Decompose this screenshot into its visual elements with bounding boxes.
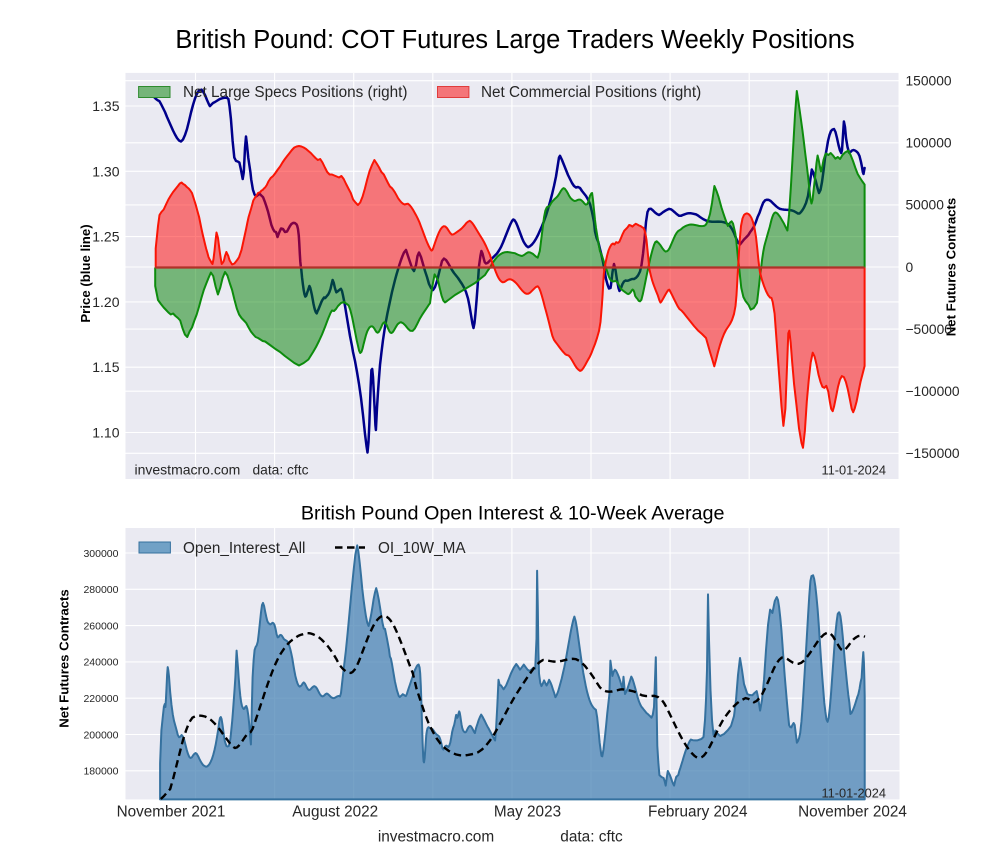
svg-text:1.20: 1.20 xyxy=(92,294,119,310)
svg-text:Net Large Specs Positions (rig: Net Large Specs Positions (right) xyxy=(183,84,407,101)
svg-text:1.10: 1.10 xyxy=(92,425,119,441)
svg-text:1.15: 1.15 xyxy=(92,359,119,375)
svg-text:150000: 150000 xyxy=(906,74,952,89)
svg-text:November 2024: November 2024 xyxy=(798,804,907,821)
svg-text:280000: 280000 xyxy=(83,584,118,596)
svg-text:November 2021: November 2021 xyxy=(117,804,226,821)
svg-text:May 2023: May 2023 xyxy=(494,804,561,821)
svg-text:Net Commercial Positions (righ: Net Commercial Positions (right) xyxy=(481,84,701,101)
svg-text:11-01-2024: 11-01-2024 xyxy=(822,786,887,801)
svg-text:data: cftc: data: cftc xyxy=(253,463,309,478)
svg-text:−150000: −150000 xyxy=(906,446,960,461)
svg-text:1.30: 1.30 xyxy=(92,163,119,179)
svg-text:August 2022: August 2022 xyxy=(292,804,378,821)
svg-text:260000: 260000 xyxy=(83,620,118,632)
svg-text:−100000: −100000 xyxy=(906,384,960,399)
svg-text:0: 0 xyxy=(906,260,914,275)
svg-text:−50000: −50000 xyxy=(906,322,953,337)
svg-text:OI_10W_MA: OI_10W_MA xyxy=(378,540,466,557)
svg-text:investmacro.com: investmacro.com xyxy=(378,829,494,846)
svg-text:50000: 50000 xyxy=(906,198,945,213)
svg-text:British Pound Open Interest &: British Pound Open Interest & 10-Week Av… xyxy=(301,503,725,525)
svg-text:180000: 180000 xyxy=(83,766,118,778)
svg-text:Net Futures Contracts: Net Futures Contracts xyxy=(57,589,72,728)
svg-text:240000: 240000 xyxy=(83,657,118,669)
svg-text:200000: 200000 xyxy=(83,729,118,741)
svg-text:February 2024: February 2024 xyxy=(648,804,748,821)
svg-text:1.25: 1.25 xyxy=(92,229,119,245)
svg-text:11-01-2024: 11-01-2024 xyxy=(822,463,887,478)
svg-text:investmacro.com: investmacro.com xyxy=(135,462,241,478)
svg-text:Open_Interest_All: Open_Interest_All xyxy=(183,540,305,557)
svg-text:1.35: 1.35 xyxy=(92,98,119,114)
svg-text:300000: 300000 xyxy=(83,548,118,560)
svg-text:220000: 220000 xyxy=(83,693,118,705)
svg-text:British Pound: COT Futures Lar: British Pound: COT Futures Large Traders… xyxy=(175,26,854,54)
svg-text:Net Futures Contracts: Net Futures Contracts xyxy=(944,198,959,337)
svg-text:100000: 100000 xyxy=(906,136,952,151)
svg-text:data: cftc: data: cftc xyxy=(560,829,623,846)
svg-text:Price (blue line): Price (blue line) xyxy=(78,224,93,322)
